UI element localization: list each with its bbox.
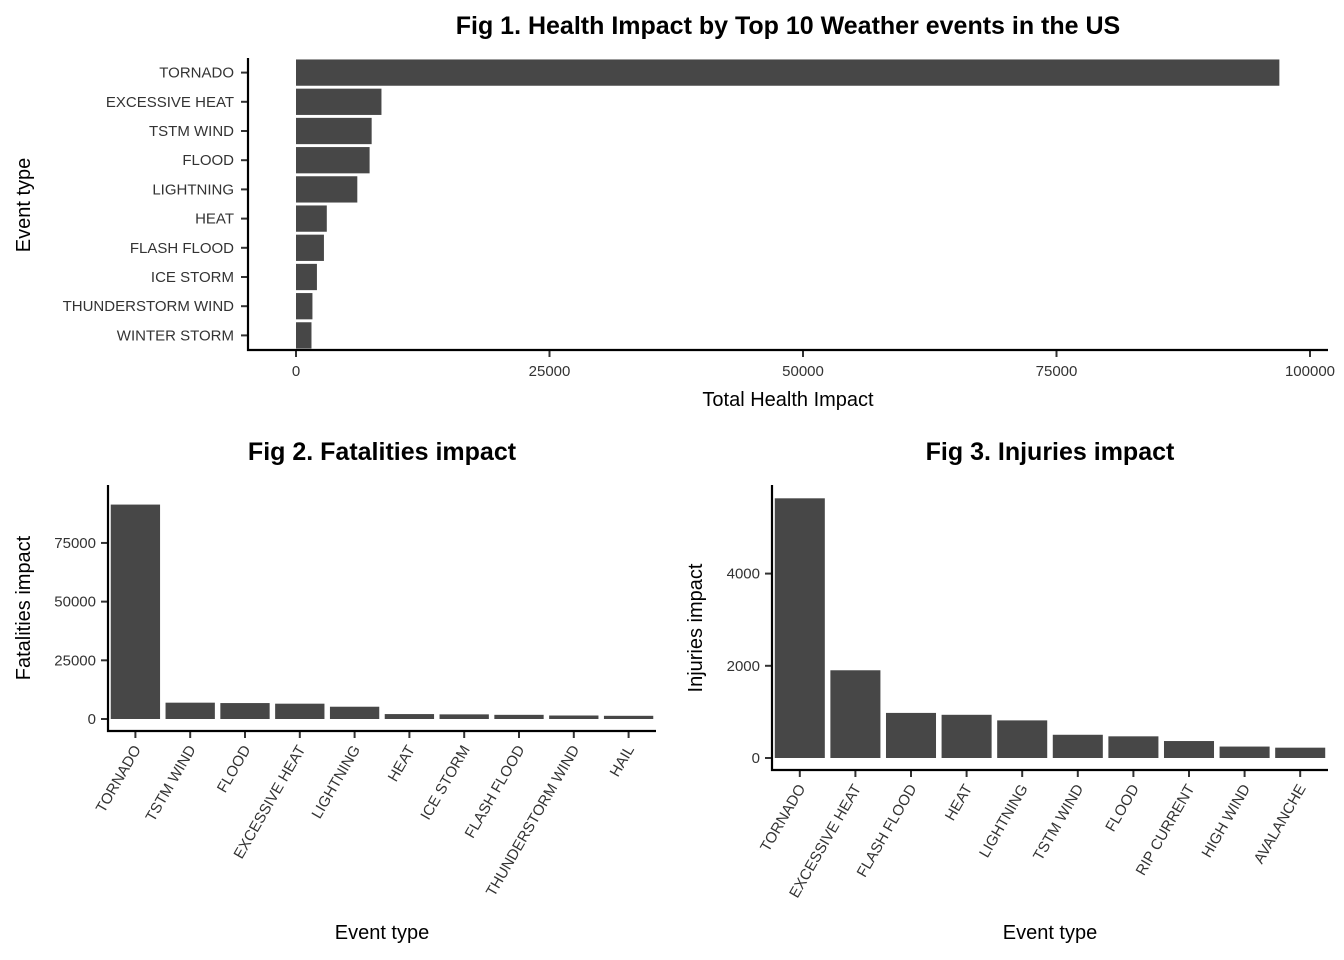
fig1-y-tick-label: FLASH FLOOD [130,240,234,257]
fig3-bar [885,712,937,758]
fig3-y-tick-label: 0 [752,750,760,767]
fig2-bar [494,714,544,719]
fig3-bar [830,670,881,758]
fig2-x-tick-label: FLASH FLOOD [462,742,529,841]
fig3-ylabel: Injuries impact [685,563,707,692]
fig3-x-tick-label: FLOOD [1102,781,1143,834]
fig1-x-tick-label: 50000 [782,363,824,380]
fig1-chart: Fig 1. Health Impact by Top 10 Weather e… [13,12,1335,411]
fig2-bar [220,703,270,719]
fig1-y-tick-label: TORNADO [159,65,234,82]
fig3-y-tick-label: 4000 [727,566,760,583]
fig3-axes [770,485,1328,772]
fig3-bar [1108,736,1159,758]
fig3-chart: Fig 3. Injuries impact Event type Injuri… [685,438,1328,944]
fig2-y-tick-label: 75000 [54,535,96,552]
fig3-x-tick-label: TORNADO [757,782,809,855]
fig1-y-tick-label: LIGHTNING [152,181,234,198]
fig3-bar [1219,746,1270,758]
fig1-xlabel: Total Health Impact [702,389,874,411]
fig1-bar [296,293,313,320]
fig1-axes [246,58,1328,352]
fig3-x-tick-label: RIP CURRENT [1133,782,1199,879]
fig2-x-tick-label: FLOOD [214,742,255,795]
fig2-axes [106,485,656,733]
fig1-plot-area: TORNADO EXCESSIVE HEAT TSTM WIND FLOOD LIGHT… [63,58,1335,380]
fig2-x-tick-label: HAIL [607,743,638,780]
fig1-bar [296,59,1280,86]
fig3-y-tick-label: 2000 [727,658,760,675]
fig2-y-tick-label: 25000 [54,652,96,669]
fig2-bar [329,706,380,719]
fig1-x-tick-label: 75000 [1036,363,1078,380]
fig1-bar [296,88,382,115]
fig2-x-tick-label: ICE STORM [417,743,473,823]
fig2-title: Fig 2. Fatalities impact [248,438,517,466]
fig2-bar [275,703,325,719]
fig1-y-tick-label: TSTM WIND [149,123,234,140]
fig1-x-tick-label: 100000 [1285,363,1335,380]
fig1-title: Fig 1. Health Impact by Top 10 Weather e… [456,12,1121,40]
fig1-x-tick-label: 0 [292,363,300,380]
fig3-x-tick-label: HIGH WIND [1199,781,1255,860]
fig2-y-tick-label: 50000 [54,594,96,611]
fig2-chart: Fig 2. Fatalities impact Event type Fata… [13,438,656,944]
fig1-y-tick-label: HEAT [195,211,234,228]
fig2-bar [603,715,654,719]
fig2-y-tick-label: 0 [88,711,96,728]
fig3-bar [997,720,1048,758]
fig3-x-tick-label: AVALANCHE [1251,782,1310,867]
fig1-bar [296,147,370,174]
fig2-bar [110,504,161,719]
fig2-xlabel: Event type [335,922,430,944]
fig1-y-tick-label: FLOOD [182,152,234,169]
fig2-bar [439,714,489,719]
fig1-ylabel: Event type [13,158,35,253]
fig1-bar [296,117,372,145]
fig2-x-tick-label: TORNADO [93,743,145,816]
fig1-x-tick-label: 25000 [529,363,571,380]
fig3-bar [1275,747,1326,758]
fig1-y-tick-label: THUNDERSTORM WIND [63,298,235,315]
fig2-bar [165,702,215,719]
fig3-bar [941,714,992,758]
fig2-bar [384,714,435,719]
fig1-bar [296,322,312,349]
fig3-bar [1052,734,1103,758]
fig3-x-tick-label: TSTM WIND [1030,781,1087,863]
fig3-xlabel: Event type [1003,922,1098,944]
fig2-ylabel: Fatalities impact [13,535,35,680]
fig2-x-tick-label: LIGHTNING [308,743,364,822]
fig1-bar [296,205,327,232]
fig2-x-tick-label: THUNDERSTORM WIND [483,742,583,899]
fig1-y-tick-label: WINTER STORM [117,327,234,344]
fig3-x-tick-label: FLASH FLOOD [854,781,921,880]
fig1-bar [296,263,317,291]
fig3-title: Fig 3. Injuries impact [926,438,1175,466]
fig3-x-tick-label: LIGHTNING [976,782,1032,861]
fig3-bar [774,498,825,758]
fig2-bar [549,715,599,719]
fig1-bar [296,234,324,261]
fig2-x-tick-label: TSTM WIND [142,742,199,824]
fig2-x-tick-label: HEAT [385,743,419,785]
fig3-x-tick-label: HEAT [942,782,976,824]
fig3-bar [1163,741,1215,758]
fig1-y-tick-label: ICE STORM [151,269,234,286]
fig1-bar [296,176,358,203]
fig1-y-tick-label: EXCESSIVE HEAT [106,94,234,111]
